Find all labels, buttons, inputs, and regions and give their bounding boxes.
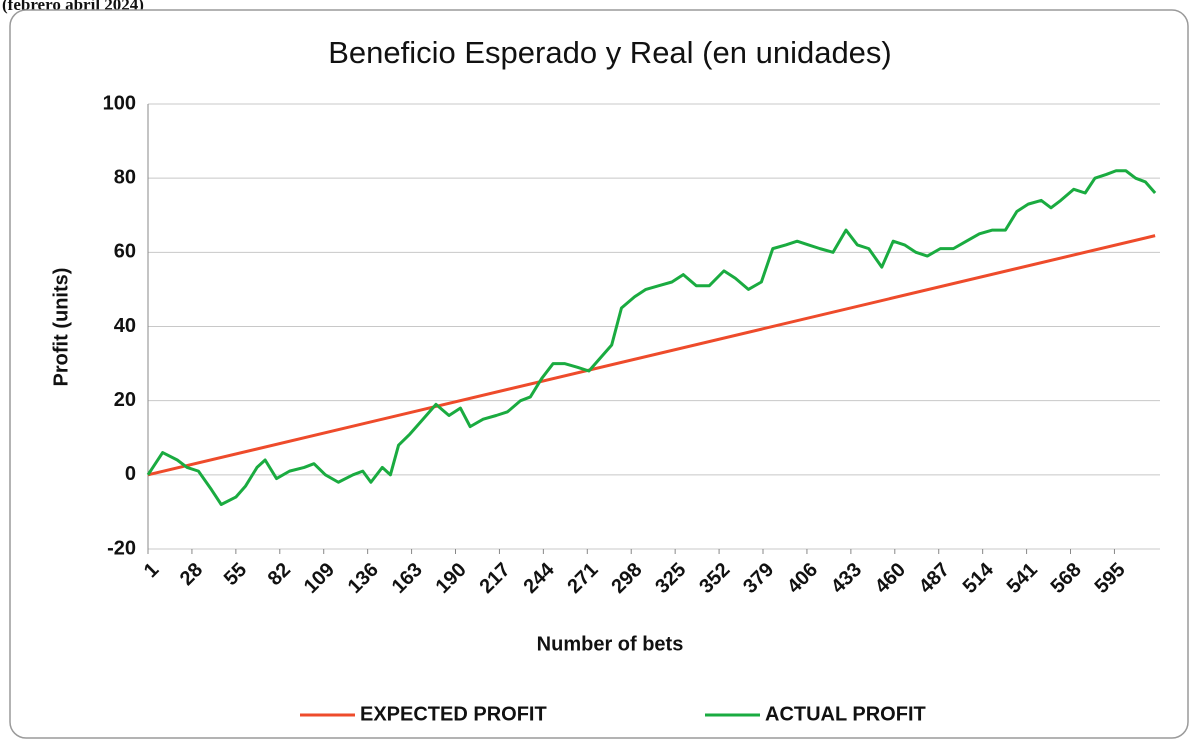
y-tick-label: 100 — [103, 92, 136, 114]
y-tick-label: 80 — [114, 166, 136, 188]
y-tick-label: -20 — [107, 537, 136, 559]
y-tick-label: 0 — [125, 463, 136, 485]
x-axis-title: Number of bets — [537, 633, 684, 655]
y-tick-label: 20 — [114, 389, 136, 411]
chart-frame — [9, 9, 1189, 739]
chart-title: Beneficio Esperado y Real (en unidades) — [328, 35, 892, 70]
y-axis-title: Profit (units) — [50, 268, 72, 387]
legend-label: ACTUAL PROFIT — [765, 703, 926, 725]
y-tick-label: 40 — [114, 315, 136, 337]
series-line — [146, 169, 1157, 506]
y-tick-label: 60 — [114, 241, 136, 263]
legend-label: EXPECTED PROFIT — [360, 703, 547, 725]
series-line — [147, 234, 1156, 477]
